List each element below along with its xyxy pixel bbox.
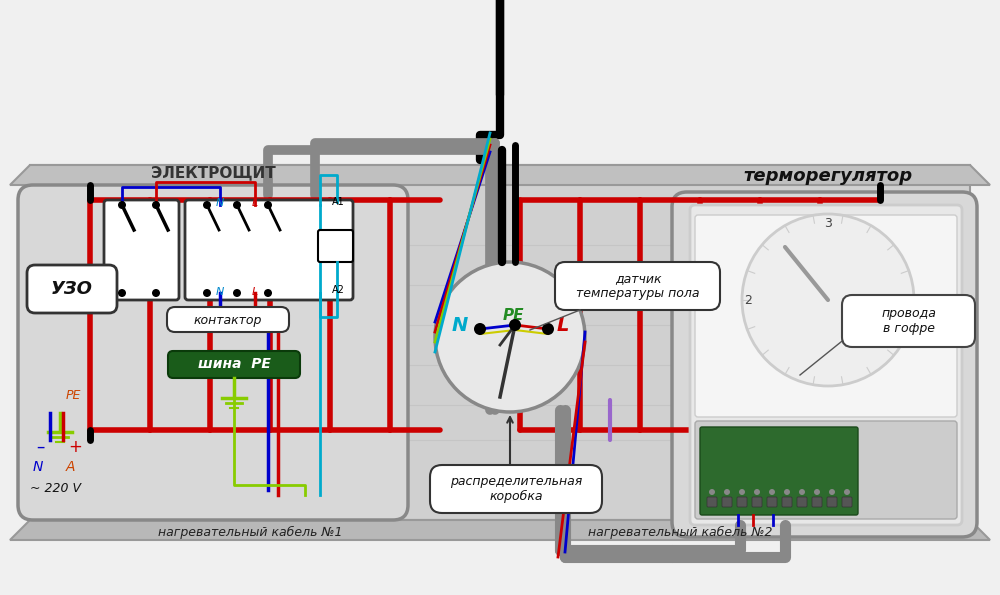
Text: 4: 4 (904, 293, 912, 306)
Text: +: + (68, 438, 82, 456)
Text: L: L (557, 315, 569, 334)
FancyBboxPatch shape (700, 427, 858, 515)
FancyBboxPatch shape (690, 205, 962, 525)
FancyBboxPatch shape (104, 200, 179, 300)
Text: N: N (452, 315, 468, 334)
Circle shape (435, 262, 585, 412)
Text: A: A (65, 460, 75, 474)
FancyBboxPatch shape (842, 295, 975, 347)
Text: датчик
температуры пола: датчик температуры пола (576, 272, 700, 300)
Text: ~ 220 V: ~ 220 V (30, 481, 81, 494)
Polygon shape (10, 165, 990, 185)
Circle shape (784, 489, 790, 495)
FancyBboxPatch shape (695, 215, 957, 417)
Circle shape (799, 489, 805, 495)
FancyBboxPatch shape (695, 421, 957, 519)
FancyBboxPatch shape (707, 497, 717, 507)
Circle shape (118, 201, 126, 209)
Circle shape (509, 319, 521, 331)
Circle shape (742, 214, 914, 386)
Text: провода
в гофре: провода в гофре (882, 307, 936, 335)
Text: 2: 2 (744, 293, 752, 306)
Circle shape (233, 201, 241, 209)
Circle shape (754, 489, 760, 495)
Text: L: L (252, 287, 258, 297)
Text: нагревательный кабель №1: нагревательный кабель №1 (158, 525, 342, 538)
Polygon shape (10, 520, 990, 540)
FancyBboxPatch shape (782, 497, 792, 507)
Circle shape (264, 289, 272, 297)
Circle shape (203, 201, 211, 209)
Circle shape (474, 323, 486, 335)
Text: A2: A2 (332, 285, 344, 295)
Text: распределительная
коробка: распределительная коробка (450, 475, 582, 503)
Text: 3: 3 (824, 217, 832, 230)
FancyBboxPatch shape (167, 307, 289, 332)
FancyBboxPatch shape (797, 497, 807, 507)
Text: A1: A1 (332, 197, 344, 207)
Text: N: N (216, 198, 224, 208)
Text: терморегулятор: терморегулятор (743, 167, 913, 185)
FancyBboxPatch shape (672, 192, 977, 537)
FancyBboxPatch shape (27, 265, 117, 313)
FancyBboxPatch shape (722, 497, 732, 507)
Text: N: N (216, 287, 224, 297)
Text: нагревательный кабель №2: нагревательный кабель №2 (588, 525, 772, 538)
Circle shape (739, 489, 745, 495)
Circle shape (724, 489, 730, 495)
FancyBboxPatch shape (827, 497, 837, 507)
FancyBboxPatch shape (842, 497, 852, 507)
Circle shape (152, 201, 160, 209)
Text: шина  РЕ: шина РЕ (198, 357, 270, 371)
Text: N: N (33, 460, 43, 474)
Text: ЭЛЕКТРОЩИТ: ЭЛЕКТРОЩИТ (151, 165, 275, 180)
Circle shape (844, 489, 850, 495)
Circle shape (203, 289, 211, 297)
Text: PE: PE (502, 308, 524, 322)
Text: PE: PE (66, 389, 81, 402)
FancyBboxPatch shape (168, 351, 300, 378)
Circle shape (118, 289, 126, 297)
FancyBboxPatch shape (812, 497, 822, 507)
Circle shape (829, 489, 835, 495)
Text: контактор: контактор (194, 314, 262, 327)
FancyBboxPatch shape (555, 262, 720, 310)
FancyBboxPatch shape (737, 497, 747, 507)
FancyBboxPatch shape (752, 497, 762, 507)
Text: УЗО: УЗО (51, 280, 93, 298)
Circle shape (769, 489, 775, 495)
Circle shape (152, 289, 160, 297)
FancyBboxPatch shape (318, 230, 353, 262)
Polygon shape (30, 165, 970, 520)
Circle shape (264, 201, 272, 209)
Circle shape (233, 289, 241, 297)
FancyBboxPatch shape (430, 465, 602, 513)
FancyBboxPatch shape (185, 200, 353, 300)
Text: L: L (252, 198, 258, 208)
Text: –: – (36, 438, 44, 456)
Circle shape (709, 489, 715, 495)
Circle shape (814, 489, 820, 495)
FancyBboxPatch shape (18, 185, 408, 520)
FancyBboxPatch shape (767, 497, 777, 507)
Circle shape (542, 323, 554, 335)
